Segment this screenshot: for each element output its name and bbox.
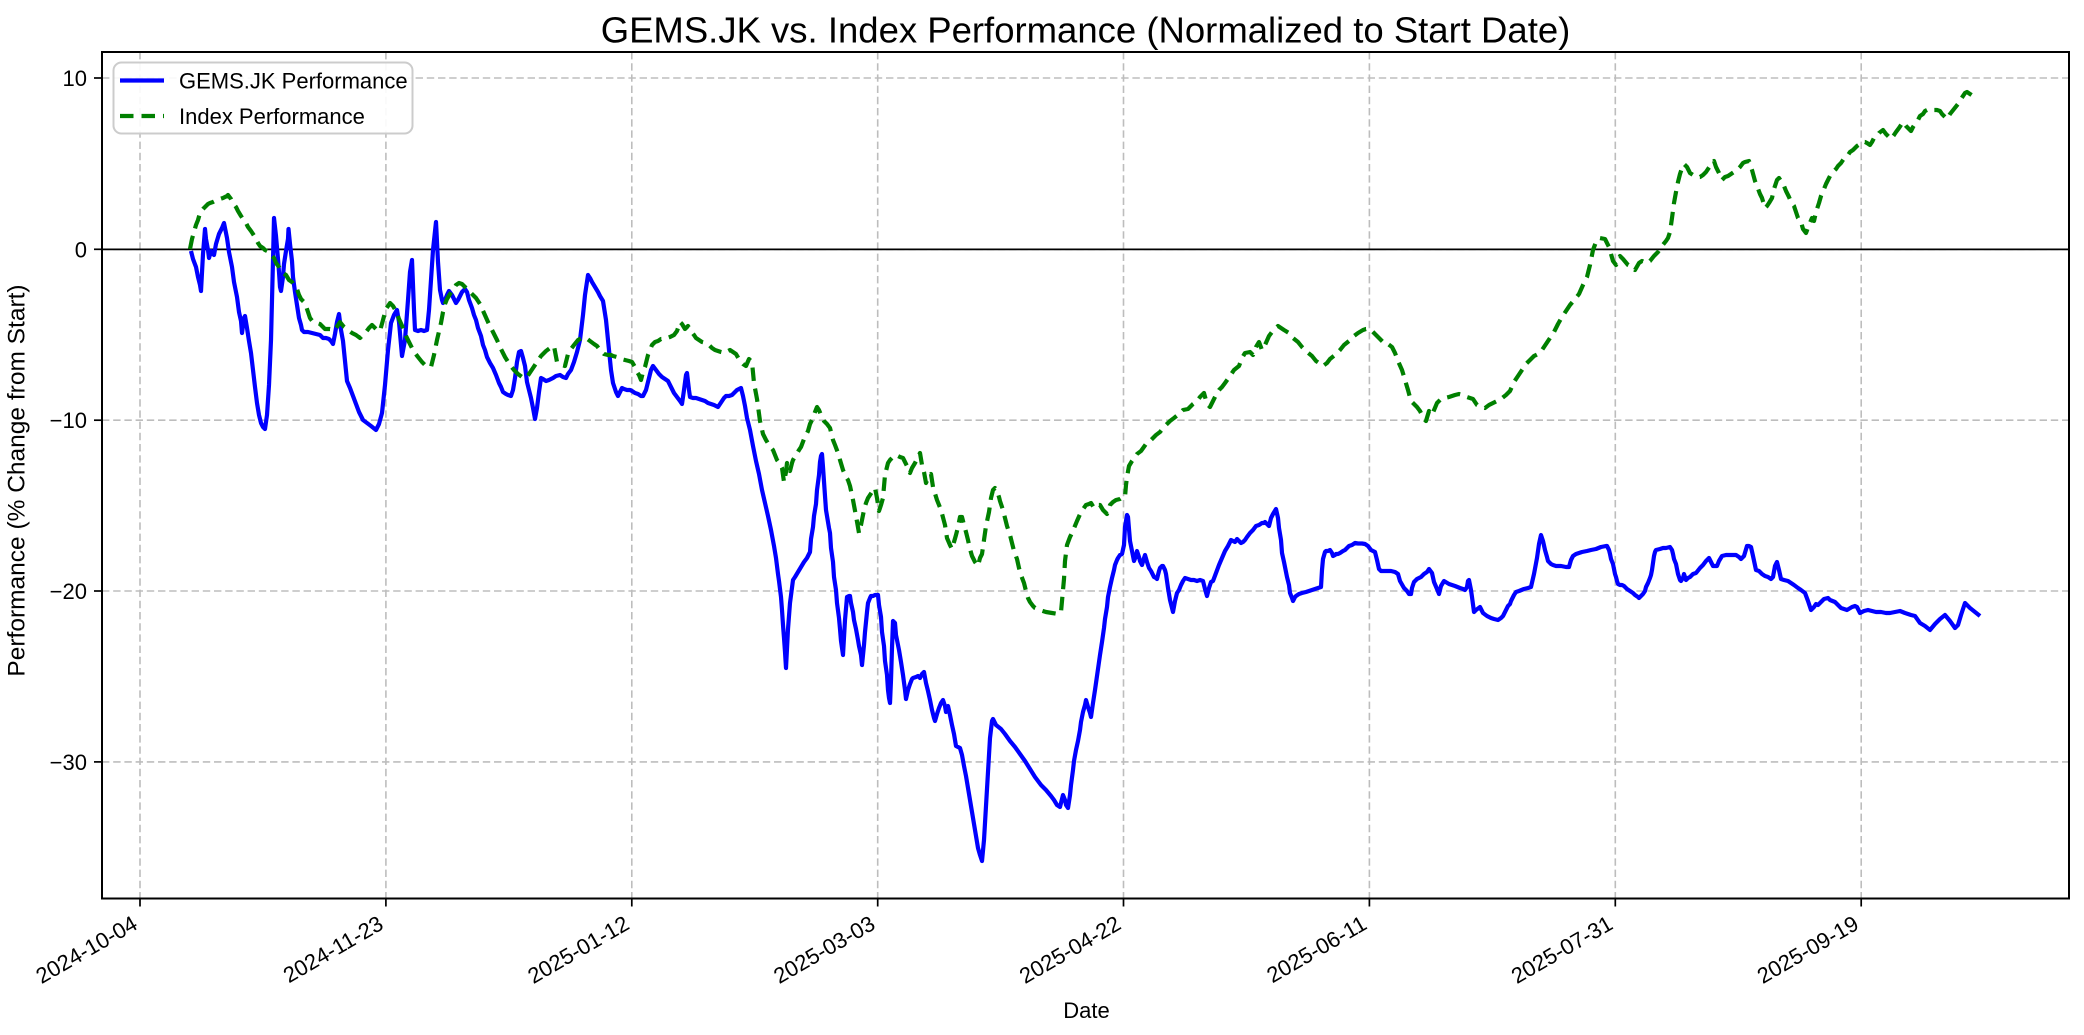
svg-text:2025-03-03: 2025-03-03 xyxy=(769,911,879,989)
svg-text:Performance (% Change from Sta: Performance (% Change from Start) xyxy=(4,284,31,676)
svg-text:2025-07-31: 2025-07-31 xyxy=(1507,911,1617,989)
svg-text:Date: Date xyxy=(1063,998,1109,1023)
svg-text:2024-11-23: 2024-11-23 xyxy=(279,911,388,988)
svg-text:GEMS.JK vs. Index Performance: GEMS.JK vs. Index Performance (Normalize… xyxy=(601,10,1571,51)
svg-text:2025-04-22: 2025-04-22 xyxy=(1015,911,1125,989)
svg-text:2025-06-11: 2025-06-11 xyxy=(1262,911,1371,988)
svg-text:−20: −20 xyxy=(50,579,87,604)
svg-text:0: 0 xyxy=(75,237,87,262)
svg-text:GEMS.JK Performance: GEMS.JK Performance xyxy=(179,69,408,94)
svg-text:10: 10 xyxy=(63,66,87,91)
svg-text:Index Performance: Index Performance xyxy=(179,104,365,129)
svg-text:2025-09-19: 2025-09-19 xyxy=(1753,911,1863,989)
svg-text:−10: −10 xyxy=(50,408,87,433)
svg-text:2024-10-04: 2024-10-04 xyxy=(32,911,142,989)
svg-text:2025-01-12: 2025-01-12 xyxy=(523,911,633,989)
svg-text:−30: −30 xyxy=(50,750,87,775)
